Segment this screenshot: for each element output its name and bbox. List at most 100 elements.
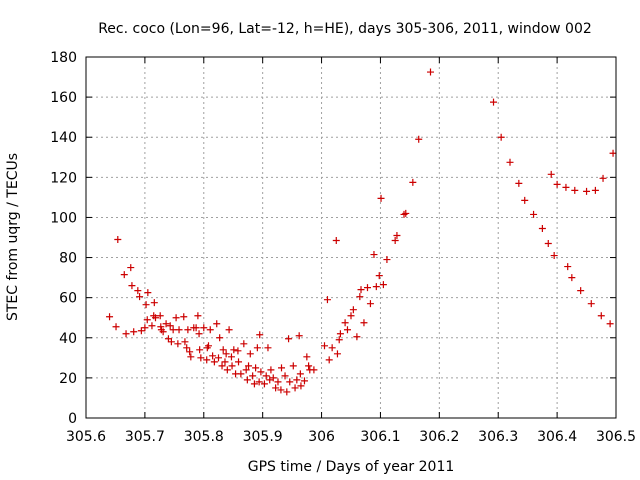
data-point [204,342,212,350]
data-point [184,326,192,334]
data-point [343,326,351,334]
data-point [196,346,204,354]
data-point [379,281,387,289]
x-axis-ticks: 305.6 305.7 305.8 305.9 306 306.1 306.2 306.3 30… [66,57,636,445]
data-point [175,326,183,334]
data-point [159,328,167,336]
data-point [415,135,423,143]
data-point [323,296,331,304]
x-tick-label: 306.2 [419,429,459,445]
data-point [203,356,211,364]
data-point [409,178,417,186]
data-point [144,289,152,297]
data-point [427,68,434,76]
data-point [245,362,253,370]
data-point [151,314,159,322]
data-point [391,237,399,245]
data-point [209,352,217,360]
plot-frame [85,56,617,419]
data-point [206,326,214,334]
data-point [296,370,304,378]
data-point [230,346,238,354]
data-point [234,347,242,355]
data-point [321,342,328,350]
data-point [137,327,145,335]
x-axis-label: GPS time / Days of year 2011 [248,459,455,475]
data-point [278,364,286,372]
x-tick-label: 305.6 [66,429,106,445]
data-point [341,319,349,327]
data-point [370,251,378,259]
data-point [148,322,156,330]
data-point [564,263,572,271]
data-point [332,237,340,245]
data-point [122,330,130,338]
data-point [192,324,200,332]
data-point [357,286,365,294]
chart-title: Rec. coco (Lon=96, Lat=-12, h=HE), days … [98,21,592,37]
data-point [134,287,142,295]
data-point [402,209,410,217]
data-point [283,388,291,396]
data-point [538,224,546,232]
data-point [310,366,318,374]
data-point [243,376,251,384]
x-tick-label: 305.7 [125,429,165,445]
data-point [180,313,188,321]
data-point [221,358,229,366]
data-point [200,324,208,332]
data-point [277,386,285,394]
data-point [240,340,248,348]
data-point [285,335,293,343]
data-point [269,374,277,382]
data-point [591,186,599,194]
y-tick-label: 80 [59,251,77,267]
data-point [166,322,174,330]
data-point [521,196,529,204]
data-point [530,210,538,218]
data-point [274,378,282,386]
data-point [363,284,371,292]
data-point [347,312,355,320]
data-point [250,380,258,388]
data-point [216,334,224,342]
data-point [272,384,280,392]
data-point [583,187,591,195]
data-point [266,376,274,384]
data-point [375,272,383,280]
data-point [264,344,272,352]
data-point [215,354,222,362]
data-point [267,366,275,374]
data-point [127,264,135,272]
data-point [383,256,391,264]
data-point [141,324,149,332]
y-axis-ticks: 0 20 40 60 80 100 120 140 160 180 [50,50,616,427]
data-point [606,320,614,328]
data-point [213,320,221,328]
data-point [609,149,617,157]
data-point [227,353,235,361]
data-point [260,380,268,388]
x-tick-label: 305.8 [184,429,224,445]
data-point [506,158,514,166]
data-point [300,377,308,385]
data-point [325,356,333,364]
data-point [195,330,203,338]
data-point [197,354,205,362]
data-point [571,186,579,194]
data-point [257,368,265,376]
x-tick-label: 306.5 [596,429,636,445]
data-point [256,331,264,339]
data-point [286,378,294,386]
data-point [223,366,231,374]
data-point [183,344,191,352]
data-point [281,372,289,380]
data-point [136,293,144,301]
data-point [143,316,151,324]
data-point [353,333,361,341]
data-point [187,353,195,361]
y-tick-label: 120 [50,170,77,186]
data-point [262,372,270,380]
data-point [249,372,257,380]
